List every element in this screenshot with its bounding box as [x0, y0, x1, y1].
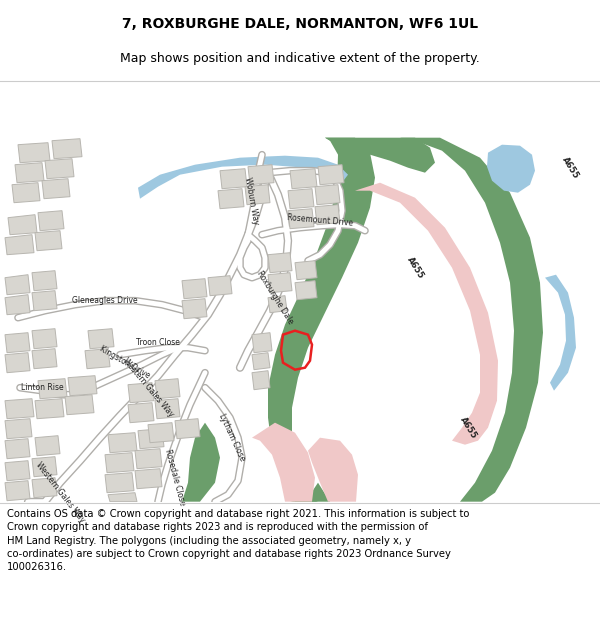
Polygon shape	[315, 205, 340, 224]
Polygon shape	[165, 422, 220, 502]
Text: Lytham Close: Lytham Close	[217, 412, 247, 463]
Text: Rosedale Close: Rosedale Close	[163, 449, 187, 507]
Polygon shape	[65, 395, 94, 414]
Text: Contains OS data © Crown copyright and database right 2021. This information is : Contains OS data © Crown copyright and d…	[7, 509, 470, 572]
Polygon shape	[5, 439, 30, 459]
Polygon shape	[268, 138, 375, 502]
Polygon shape	[218, 189, 244, 209]
Polygon shape	[487, 144, 535, 192]
Polygon shape	[105, 472, 134, 492]
Text: Troon Close: Troon Close	[136, 338, 180, 347]
Polygon shape	[268, 296, 287, 312]
Polygon shape	[42, 179, 70, 199]
Polygon shape	[295, 261, 317, 280]
Polygon shape	[12, 182, 40, 203]
Polygon shape	[268, 272, 292, 292]
Polygon shape	[155, 399, 180, 419]
Polygon shape	[5, 399, 34, 419]
Polygon shape	[32, 478, 57, 498]
Polygon shape	[5, 234, 34, 255]
Text: Roxburghe Dale: Roxburghe Dale	[255, 269, 295, 326]
Polygon shape	[18, 142, 50, 162]
Polygon shape	[288, 189, 314, 209]
Polygon shape	[128, 402, 154, 422]
Polygon shape	[290, 169, 317, 189]
Polygon shape	[318, 164, 344, 185]
Polygon shape	[182, 279, 207, 299]
Polygon shape	[315, 185, 340, 205]
Polygon shape	[5, 332, 30, 352]
Text: Western Gales Way: Western Gales Way	[34, 461, 86, 524]
Polygon shape	[355, 182, 498, 444]
Polygon shape	[175, 419, 200, 439]
Polygon shape	[35, 231, 62, 251]
Polygon shape	[182, 299, 207, 319]
Polygon shape	[45, 159, 74, 179]
Polygon shape	[35, 399, 64, 419]
Polygon shape	[155, 379, 180, 399]
Text: 7, ROXBURGHE DALE, NORMANTON, WF6 1UL: 7, ROXBURGHE DALE, NORMANTON, WF6 1UL	[122, 18, 478, 31]
Polygon shape	[5, 419, 32, 439]
Polygon shape	[295, 281, 317, 299]
Polygon shape	[220, 169, 247, 189]
Polygon shape	[52, 139, 82, 159]
Polygon shape	[308, 438, 358, 502]
Polygon shape	[268, 253, 292, 272]
Polygon shape	[135, 469, 162, 489]
Polygon shape	[252, 371, 270, 390]
Polygon shape	[128, 382, 154, 402]
Text: A655: A655	[405, 255, 425, 280]
Polygon shape	[135, 449, 162, 469]
Polygon shape	[32, 291, 57, 311]
Polygon shape	[5, 461, 30, 481]
Polygon shape	[138, 156, 348, 199]
Text: Western Gales Way: Western Gales Way	[121, 356, 175, 419]
Polygon shape	[545, 275, 576, 391]
Polygon shape	[5, 294, 30, 315]
Text: A655: A655	[458, 415, 478, 440]
Text: Rosemount Drive: Rosemount Drive	[287, 213, 353, 228]
Polygon shape	[252, 352, 270, 369]
Polygon shape	[138, 429, 164, 449]
Text: A655: A655	[560, 155, 580, 180]
Polygon shape	[325, 138, 435, 172]
Text: Linton Rise: Linton Rise	[20, 383, 64, 392]
Text: Kingston Drive: Kingston Drive	[98, 344, 152, 381]
Polygon shape	[32, 329, 57, 349]
Polygon shape	[5, 352, 30, 372]
Polygon shape	[8, 214, 37, 234]
Polygon shape	[108, 492, 137, 502]
Polygon shape	[290, 482, 330, 502]
Polygon shape	[248, 164, 274, 185]
Polygon shape	[68, 376, 97, 396]
Text: Gleneagles Drive: Gleneagles Drive	[72, 296, 138, 305]
Polygon shape	[32, 271, 57, 291]
Polygon shape	[252, 332, 272, 352]
Polygon shape	[245, 185, 270, 205]
Text: Woburn Way: Woburn Way	[244, 176, 260, 225]
Polygon shape	[38, 379, 67, 399]
Polygon shape	[105, 452, 134, 472]
Text: Map shows position and indicative extent of the property.: Map shows position and indicative extent…	[120, 52, 480, 65]
Polygon shape	[38, 211, 64, 231]
Polygon shape	[208, 276, 232, 296]
Polygon shape	[32, 457, 57, 477]
Polygon shape	[400, 138, 543, 502]
Polygon shape	[15, 162, 44, 182]
Polygon shape	[35, 436, 60, 456]
Polygon shape	[5, 275, 30, 294]
Polygon shape	[288, 209, 314, 229]
Polygon shape	[148, 422, 174, 442]
Polygon shape	[85, 349, 110, 369]
Polygon shape	[108, 432, 137, 452]
Polygon shape	[32, 349, 57, 369]
Polygon shape	[5, 481, 30, 501]
Polygon shape	[252, 422, 315, 502]
Polygon shape	[88, 329, 114, 349]
